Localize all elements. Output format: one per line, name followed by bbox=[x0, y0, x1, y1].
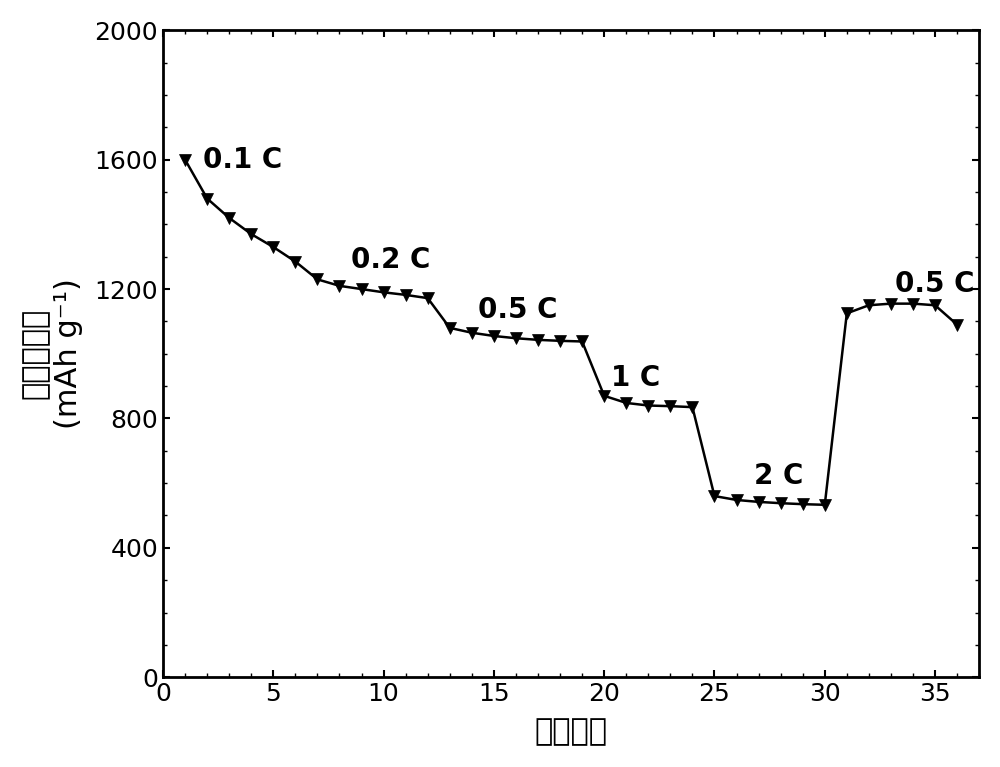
Text: 0.5 C: 0.5 C bbox=[895, 270, 975, 298]
X-axis label: 循环圈数: 循环圈数 bbox=[535, 717, 608, 746]
Text: 2 C: 2 C bbox=[754, 463, 804, 490]
Y-axis label: 放电比容量
(mAh g⁻¹): 放电比容量 (mAh g⁻¹) bbox=[21, 278, 83, 430]
Text: 1 C: 1 C bbox=[611, 364, 660, 392]
Text: 0.5 C: 0.5 C bbox=[478, 296, 558, 324]
Text: 0.2 C: 0.2 C bbox=[351, 245, 430, 274]
Text: 0.1 C: 0.1 C bbox=[203, 146, 282, 173]
